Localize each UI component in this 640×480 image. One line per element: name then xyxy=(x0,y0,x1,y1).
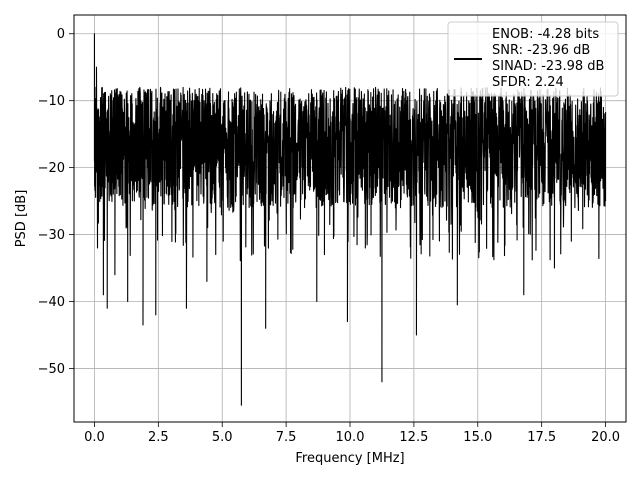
y-tick-label: −10 xyxy=(38,94,65,109)
x-tick-label: 17.5 xyxy=(527,430,556,445)
x-tick-label: 10.0 xyxy=(336,430,365,445)
y-tick-label: −40 xyxy=(38,295,65,310)
legend-entry-snr: SNR: -23.96 dB xyxy=(492,43,590,58)
psd-series-line xyxy=(93,33,607,406)
legend: ENOB: -4.28 bits SNR: -23.96 dB SINAD: -… xyxy=(447,21,619,97)
x-tick-label: 5.0 xyxy=(212,430,233,445)
y-axis-label: PSD [dB] xyxy=(14,190,29,248)
legend-entry-sinad: SINAD: -23.98 dB xyxy=(492,59,604,74)
y-tick-label: −20 xyxy=(38,161,65,176)
legend-entry-enob: ENOB: -4.28 bits xyxy=(492,27,599,42)
legend-box xyxy=(447,21,619,97)
y-tick-label: −50 xyxy=(38,362,65,377)
x-axis-ticks: 0.0 2.5 5.0 7.5 10.0 12.5 15.0 17.5 20.0 xyxy=(84,422,620,445)
x-axis-label: Frequency [MHz] xyxy=(295,451,404,466)
y-tick-label: −30 xyxy=(38,228,65,243)
x-tick-label: 20.0 xyxy=(591,430,620,445)
x-tick-label: 0.0 xyxy=(84,430,105,445)
x-tick-label: 7.5 xyxy=(276,430,297,445)
y-axis-ticks: 0 −10 −20 −30 −40 −50 xyxy=(38,27,74,377)
y-tick-label: 0 xyxy=(57,27,65,42)
x-tick-label: 2.5 xyxy=(148,430,169,445)
legend-entry-sfdr: SFDR: 2.24 xyxy=(492,75,564,90)
x-tick-label: 15.0 xyxy=(463,430,492,445)
x-tick-label: 12.5 xyxy=(399,430,428,445)
